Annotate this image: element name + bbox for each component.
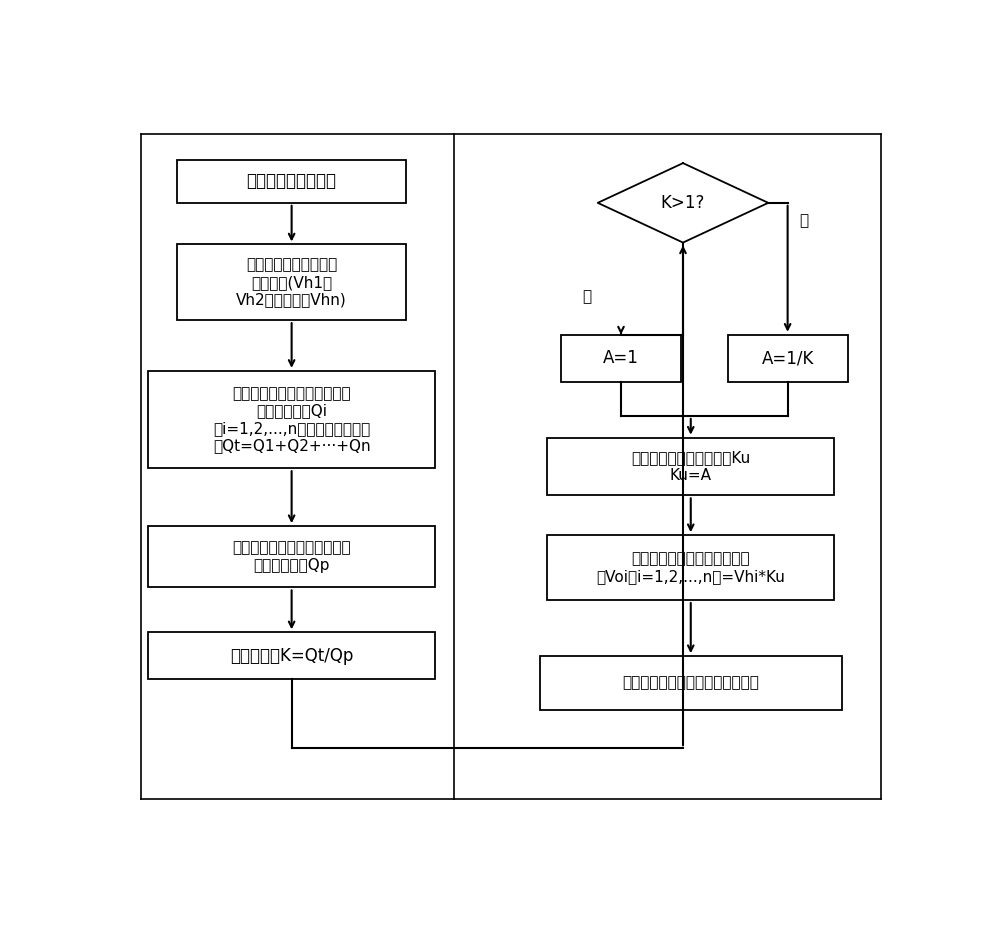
Text: 计算抗流量饱和修正系数Ku
Ku=A: 计算抗流量饱和修正系数Ku Ku=A: [631, 450, 750, 483]
Text: A=1: A=1: [603, 349, 639, 367]
Text: 根据指令速度控制各比例阀的开度: 根据指令速度控制各比例阀的开度: [622, 675, 759, 690]
Text: 计算泵在该工况下所能供应的
最大实际流量Qp: 计算泵在该工况下所能供应的 最大实际流量Qp: [232, 540, 351, 573]
Bar: [148, 526, 435, 587]
Text: 计算各执行器修正后的指令速
度Voi（i=1,2,...,n）=Vhi*Ku: 计算各执行器修正后的指令速 度Voi（i=1,2,...,n）=Vhi*Ku: [596, 552, 785, 583]
Text: 将手柄输入转化为各执
行器速度(Vh1、
Vh2、。。。、Vhn): 将手柄输入转化为各执 行器速度(Vh1、 Vh2、。。。、Vhn): [236, 257, 347, 307]
Text: 计算供求比K=Qt/Qp: 计算供求比K=Qt/Qp: [230, 646, 353, 665]
Bar: [547, 535, 834, 600]
Bar: [561, 335, 681, 382]
Bar: [728, 335, 848, 382]
Bar: [177, 159, 406, 203]
Polygon shape: [598, 163, 768, 243]
Text: 读取手柄输入电信号: 读取手柄输入电信号: [247, 173, 337, 190]
Text: A=1/K: A=1/K: [761, 349, 814, 367]
Text: K>1?: K>1?: [661, 194, 705, 212]
Bar: [547, 438, 834, 495]
Bar: [148, 371, 435, 468]
Text: 根据速度方向和各执行器面积
计算流量需求Qi
（i=1,2,...,n），获得总需求流
量Qt=Q1+Q2+···+Qn: 根据速度方向和各执行器面积 计算流量需求Qi （i=1,2,...,n），获得总…: [213, 386, 370, 453]
Bar: [148, 632, 435, 679]
Text: 是: 是: [799, 214, 808, 228]
Text: 否: 否: [582, 289, 591, 304]
Bar: [540, 656, 842, 710]
Bar: [177, 245, 406, 320]
